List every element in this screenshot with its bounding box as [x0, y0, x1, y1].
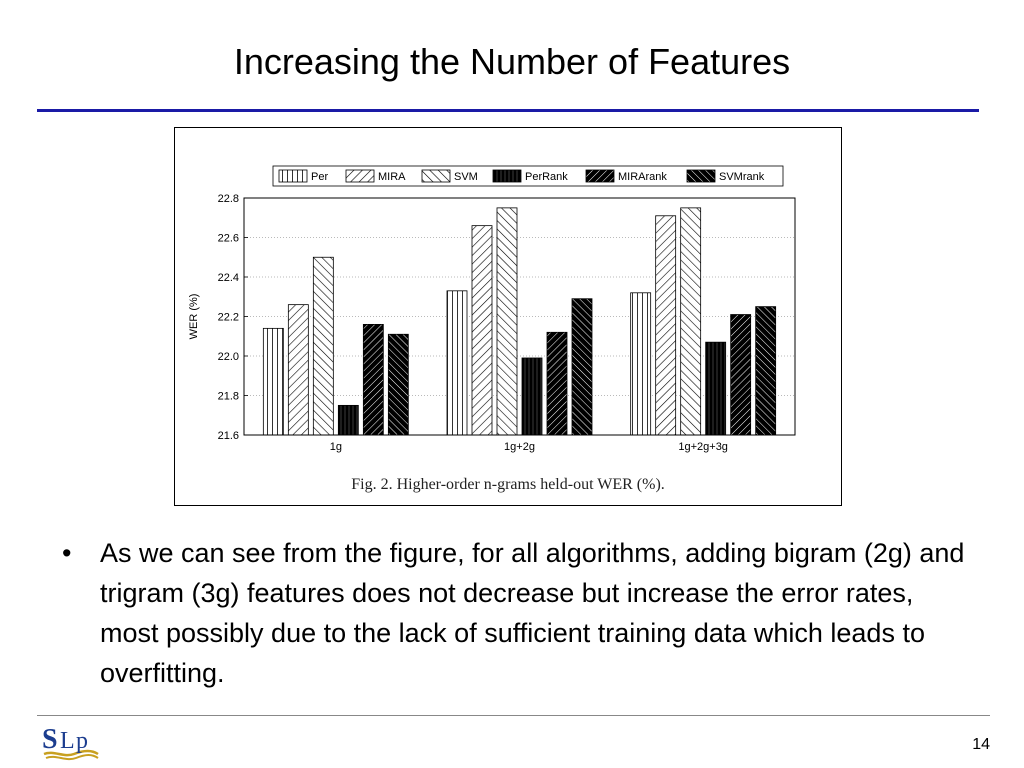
bar-per-3: [630, 292, 652, 436]
bar-mirarank-1: [362, 323, 384, 436]
legend-box: [272, 165, 784, 187]
y-tick-label: 22.2: [218, 312, 239, 324]
bullet-text: As we can see from the figure, for all a…: [100, 538, 965, 688]
bullet-symbol: •: [62, 538, 72, 568]
legend-swatch: [278, 169, 308, 183]
legend-swatch: [585, 169, 615, 183]
wer-bar-chart: 21.6 21.8 22.0 22.2 22.4 22.6 22.8 1g 1g+2g 1g+2g…: [188, 165, 796, 453]
bar-mirarank-2: [546, 331, 568, 436]
bar-svm-1: [312, 256, 334, 436]
svg-text:L: L: [60, 728, 75, 754]
bar-mira-3: [655, 215, 677, 436]
figure-frame: 21.6 21.8 22.0 22.2 22.4 22.6 22.8 1g 1g+2g 1g+2g…: [174, 127, 842, 506]
bar-perrank-1: [337, 404, 359, 436]
y-tick-label: 21.6: [218, 430, 239, 442]
slp-logo: S L p: [42, 724, 99, 761]
x-tick-label: 1g+2g: [504, 441, 535, 453]
bar-svmrank-1: [387, 333, 409, 436]
bar-perrank-2: [521, 357, 543, 436]
bar-mirarank-3: [730, 314, 752, 436]
bar-svmrank-3: [755, 306, 777, 436]
legend-label: MIRA: [378, 171, 406, 183]
page-number: 14: [972, 736, 990, 753]
svg-text:S: S: [42, 724, 58, 755]
svg-text:p: p: [76, 728, 88, 754]
y-tick-label: 22.8: [218, 193, 239, 205]
legend-swatch: [345, 169, 375, 183]
y-tick-label: 22.0: [218, 351, 239, 363]
legend-swatch: [421, 169, 451, 183]
x-tick-label: 1g+2g+3g: [678, 441, 728, 453]
footer-divider: [37, 715, 990, 716]
bar-perrank-3: [705, 341, 727, 436]
y-tick-label: 21.8: [218, 391, 239, 403]
legend-label: Per: [311, 171, 328, 183]
y-tick-label: 22.4: [218, 272, 239, 284]
bar-per-2: [446, 290, 468, 436]
bar-svmrank-2: [571, 298, 593, 436]
bar-svm-2: [496, 207, 518, 436]
x-tick-label: 1g: [330, 441, 342, 453]
legend-swatch: [686, 169, 716, 183]
legend-label: SVM: [454, 171, 478, 183]
title-divider: [37, 109, 979, 112]
bar-per-1: [262, 327, 284, 436]
slide-title: Increasing the Number of Features: [233, 41, 791, 82]
legend-swatch: [492, 169, 522, 183]
legend-label: SVMrank: [719, 171, 765, 183]
bar-mira-1: [287, 304, 309, 436]
bar-mira-2: [471, 225, 493, 436]
figure-caption: Fig. 2. Higher-order n-grams held-out WE…: [351, 476, 665, 493]
legend-label: PerRank: [525, 171, 568, 183]
bar-svm-3: [680, 207, 702, 436]
legend-label: MIRArank: [618, 171, 667, 183]
y-axis-label: WER (%): [188, 294, 200, 340]
y-tick-label: 22.6: [218, 233, 239, 245]
